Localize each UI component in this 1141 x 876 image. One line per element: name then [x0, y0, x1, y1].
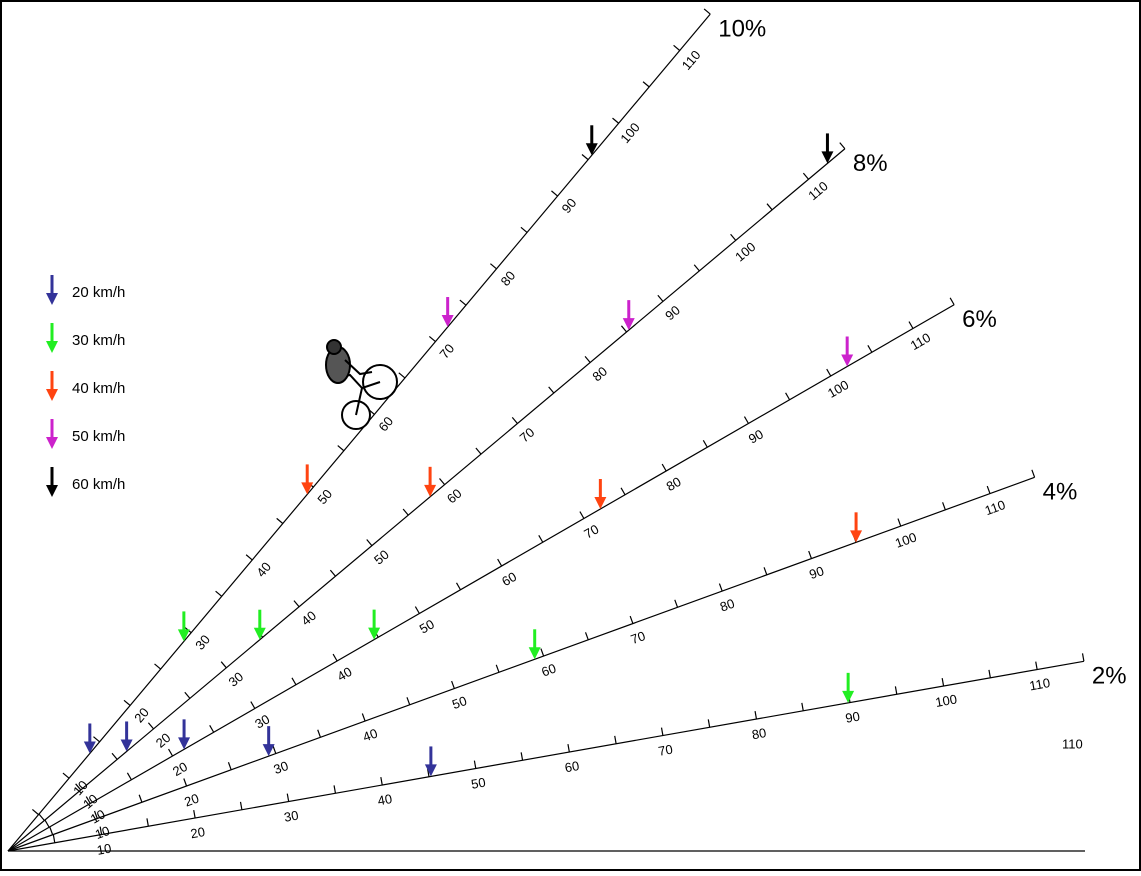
legend-label: 30 km/h: [72, 332, 125, 349]
stray-label: 110: [1062, 736, 1083, 751]
ray-label: 2%: [1092, 663, 1127, 690]
legend-label: 40 km/h: [72, 380, 125, 397]
diagram: 110 10%1020304050607080901001108%1020304…: [0, 0, 1141, 871]
legend-label: 60 km/h: [72, 476, 125, 493]
tick-label: 40: [376, 791, 393, 808]
legend-label: 50 km/h: [72, 428, 125, 445]
tick-label: 10: [96, 841, 113, 858]
tick-label: 60: [564, 758, 581, 775]
tick-label: 70: [657, 742, 674, 759]
ray-label: 4%: [1043, 479, 1078, 506]
ray-label: 6%: [962, 306, 997, 333]
tick-label: 90: [844, 709, 861, 726]
legend-label: 20 km/h: [72, 284, 125, 301]
tick-label: 20: [189, 824, 206, 841]
tick-label: 30: [283, 808, 300, 825]
ray-label: 10%: [718, 15, 766, 42]
tick-label: 50: [470, 775, 487, 792]
ray-label: 8%: [853, 150, 888, 177]
tick-label: 80: [751, 725, 768, 742]
